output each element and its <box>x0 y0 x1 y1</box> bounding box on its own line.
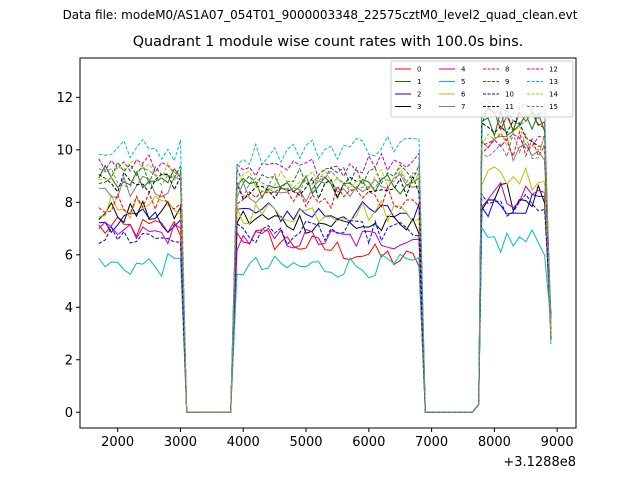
legend-label-14: 14 <box>549 91 558 99</box>
legend-label-5: 5 <box>461 78 465 86</box>
legend-label-1: 1 <box>417 78 421 86</box>
figure-suptitle: Data file: modeM0/AS1A07_054T01_90000033… <box>62 8 578 22</box>
y-tick-label: 2 <box>65 353 73 368</box>
series-line-2 <box>98 193 552 413</box>
legend-label-13: 13 <box>549 78 558 86</box>
y-tick-label: 0 <box>65 406 73 421</box>
y-tick-label: 10 <box>56 143 73 158</box>
legend-label-11: 11 <box>505 103 514 111</box>
x-tick-label: 6000 <box>352 435 385 450</box>
legend-label-4: 4 <box>461 66 466 74</box>
series-line-12 <box>98 133 552 413</box>
legend-label-2: 2 <box>417 91 421 99</box>
series-line-11 <box>98 119 552 413</box>
chart-title: Quadrant 1 module wise count rates with … <box>132 34 524 50</box>
y-tick-label: 8 <box>65 196 73 211</box>
y-tick-label: 6 <box>65 248 73 263</box>
plot-frame <box>79 57 577 429</box>
series-lines <box>98 98 552 413</box>
legend-label-10: 10 <box>505 91 514 99</box>
series-line-3 <box>98 182 552 413</box>
legend-label-12: 12 <box>549 66 558 74</box>
series-line-6 <box>98 166 552 413</box>
x-tick-label: 7000 <box>415 435 448 450</box>
legend-label-6: 6 <box>461 91 466 99</box>
x-tick-label: 5000 <box>289 435 322 450</box>
x-tick-label: 8000 <box>478 435 511 450</box>
series-line-10 <box>98 192 552 413</box>
series-line-8 <box>98 130 552 413</box>
x-axis-offset-label: +3.1288e8 <box>503 455 576 470</box>
series-line-13 <box>98 98 552 413</box>
y-axis-ticks: 0 2 4 6 8 10 12 <box>56 91 80 421</box>
x-axis-ticks: 2000 3000 4000 5000 6000 7000 8000 9000 <box>101 428 574 450</box>
x-tick-label: 9000 <box>541 435 574 450</box>
legend-label-3: 3 <box>417 103 421 111</box>
series-line-7 <box>98 136 552 413</box>
x-tick-label: 2000 <box>101 435 134 450</box>
y-tick-label: 12 <box>56 91 73 106</box>
series-line-4 <box>98 181 552 413</box>
legend-label-7: 7 <box>461 103 465 111</box>
series-line-14 <box>98 125 552 413</box>
series-line-1 <box>98 110 552 413</box>
legend-label-9: 9 <box>505 78 509 86</box>
x-tick-label: 3000 <box>164 435 197 450</box>
series-line-0 <box>98 107 552 413</box>
legend-label-0: 0 <box>417 66 421 74</box>
legend-box <box>390 60 574 118</box>
series-line-5 <box>98 226 552 413</box>
y-tick-label: 4 <box>65 301 73 316</box>
x-tick-label: 4000 <box>227 435 260 450</box>
legend-label-8: 8 <box>505 66 509 74</box>
series-line-15 <box>98 131 552 413</box>
legend-label-15: 15 <box>549 103 558 111</box>
